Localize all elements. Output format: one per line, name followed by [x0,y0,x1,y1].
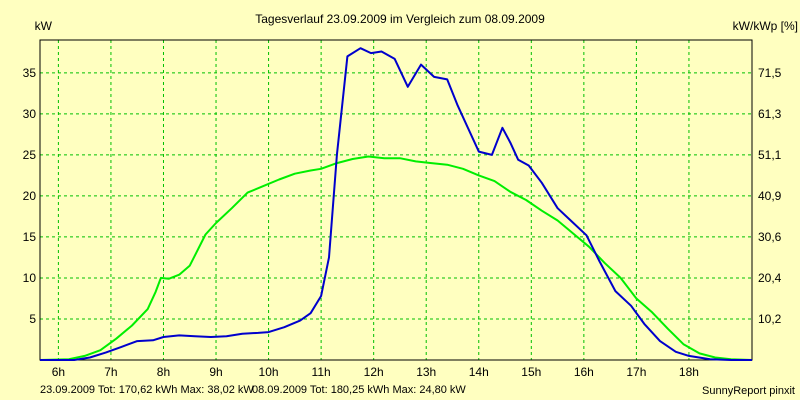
y-tick-label-left: 25 [23,148,37,162]
series-line-08.09.2009 [39,155,753,361]
x-tick-label: 18h [679,365,699,379]
x-tick-label: 17h [626,365,646,379]
y-tick-label-right: 71,5 [758,66,782,80]
plot-border [39,39,753,361]
y-tick-label-left: 10 [23,271,37,285]
footer-series-08-09: 08.09.2009 Tot: 180,25 kWh Max: 24,80 kW [252,384,466,396]
y-tick-label-left: 5 [29,312,36,326]
x-tick-label: 9h [209,365,222,379]
y-tick-label-left: 20 [23,189,37,203]
y-tick-label-right: 10,2 [758,312,782,326]
y-tick-label-right: 20,4 [758,271,782,285]
x-tick-label: 12h [364,365,384,379]
footer-series-23-09: 23.09.2009 Tot: 170,62 kWh Max: 38,02 kW [40,384,254,396]
x-tick-label: 6h [52,365,65,379]
x-tick-label: 10h [259,365,279,379]
x-tick-label: 15h [521,365,541,379]
x-tick-label: 11h [312,365,331,379]
right-axis-unit: kW/kWp [%] [733,19,798,33]
y-tick-label-right: 51,1 [758,148,782,162]
series-line-23.09.2009 [40,47,752,361]
x-tick-label: 7h [104,365,117,379]
brand-label: SunnyReport pinxit [702,385,795,397]
x-tick-label: 13h [416,365,436,379]
y-tick-label-right: 30,6 [758,230,782,244]
y-tick-label-left: 30 [23,107,37,121]
y-axis-left: 5 10 15 20 25 30 35 [23,66,37,326]
plot-frame [39,39,753,361]
chart-title: Tagesverlauf 23.09.2009 im Vergleich zum… [255,12,545,26]
y-tick-label-right: 61,3 [758,107,782,121]
y-tick-label-left: 15 [23,230,37,244]
left-axis-unit: kW [35,19,53,33]
y-axis-right: 10,2 20,4 30,6 40,9 51,1 61,3 71,5 [758,66,782,326]
x-axis: 6h 7h 8h 9h 10h 11h 12h 13h 14h 15h 16h 17h 18h [52,365,699,379]
x-tick-label: 16h [574,365,594,379]
x-tick-label: 8h [157,365,170,379]
y-tick-label-left: 35 [23,66,37,80]
grid [40,40,752,360]
x-tick-label: 14h [469,365,489,379]
y-tick-label-right: 40,9 [758,189,782,203]
series [39,47,753,361]
